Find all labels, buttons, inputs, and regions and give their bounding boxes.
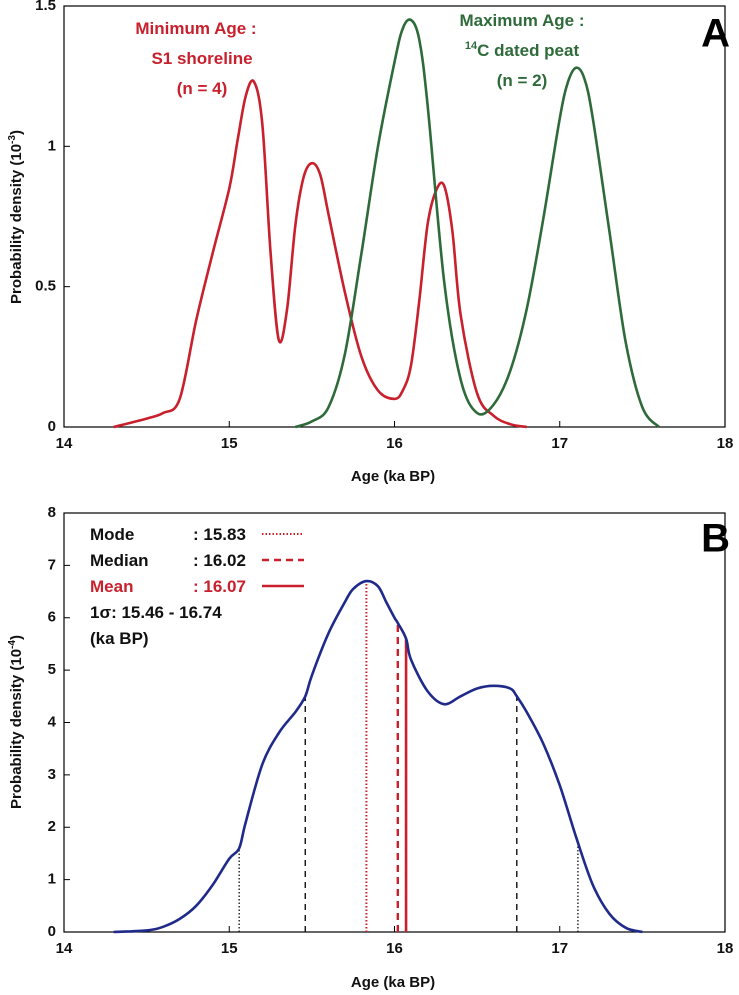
panel-a-ylabel-exponent: -3 bbox=[7, 135, 18, 144]
legend-mean-value: : 16.07 bbox=[193, 577, 246, 596]
legend-mode-label: Mode bbox=[90, 525, 134, 544]
panel-b-xtick-label: 16 bbox=[386, 940, 403, 957]
panel-a-ytick-label: 0.5 bbox=[35, 278, 56, 295]
panel-b-curves bbox=[113, 579, 643, 934]
panel-b-ylabel: Probability density (10-4) bbox=[7, 635, 25, 809]
panel-a-series-1-line bbox=[294, 18, 660, 429]
panel-b-ytick-label: 2 bbox=[48, 818, 56, 835]
panel-a-xtick-label: 18 bbox=[717, 435, 734, 452]
panel-b-ytick-label: 4 bbox=[48, 713, 57, 730]
max-age-label-line3: (n = 2) bbox=[497, 71, 548, 90]
panel-b-ytick-label: 8 bbox=[48, 504, 56, 521]
panel-b-ytick-label: 0 bbox=[48, 923, 56, 940]
panel-b-ytick-label: 5 bbox=[48, 661, 56, 678]
legend-median-label: Median bbox=[90, 551, 149, 570]
panel-a-frame bbox=[63, 5, 726, 428]
c14-superscript: 14 bbox=[465, 40, 478, 52]
panel-a-xtick-label: 14 bbox=[56, 435, 73, 452]
panel-a-xlabel: Age (ka BP) bbox=[351, 468, 435, 485]
panel-b-xtick-label: 15 bbox=[221, 940, 238, 957]
panel-b-ytick-label: 6 bbox=[48, 609, 56, 626]
panel-b-ytick-label: 7 bbox=[48, 556, 56, 573]
panel-b-ytick-label: 1 bbox=[48, 871, 56, 888]
panel-b-ylabel-exponent: -4 bbox=[7, 640, 18, 649]
panel-b-series-0-line bbox=[113, 579, 643, 934]
panel-a-ytick-label: 0 bbox=[48, 418, 56, 435]
panel-a-xtick-label: 15 bbox=[221, 435, 238, 452]
panel-b-xtick-label: 18 bbox=[717, 940, 734, 957]
panel-a-ylabel: Probability density (10-3) bbox=[7, 130, 25, 304]
panel-a-xtick-label: 16 bbox=[386, 435, 403, 452]
panel-b-ytick-label: 3 bbox=[48, 766, 56, 783]
panel-b-xtick-label: 17 bbox=[551, 940, 568, 957]
panel-a: 14 15 16 17 18 0 0.5 1 1.5 A Minimum Age : S1 sh… bbox=[7, 0, 733, 485]
legend-median-value: : 16.02 bbox=[193, 551, 246, 570]
panel-a-ytick-label: 1.5 bbox=[35, 0, 56, 14]
min-age-label-line3: (n = 4) bbox=[177, 79, 228, 98]
panel-a-ytick-label: 1 bbox=[48, 137, 56, 154]
max-age-peat: C dated peat bbox=[477, 41, 579, 60]
panel-b: 14 15 16 17 18 0 1 2 3 4 5 6 7 8 B Mode : 15.83 Media… bbox=[7, 504, 733, 991]
panel-b-markers bbox=[238, 581, 579, 932]
panel-a-series-0-line bbox=[113, 79, 527, 429]
legend-mean-label: Mean bbox=[90, 577, 133, 596]
panel-b-frame bbox=[63, 512, 726, 933]
panel-b-xtick-label: 14 bbox=[56, 940, 73, 957]
legend-unit-text: (ka BP) bbox=[90, 629, 149, 648]
max-age-label-line1: Maximum Age : bbox=[459, 11, 584, 30]
panel-a-xtick-label: 17 bbox=[551, 435, 568, 452]
panel-a-ticks: 14 15 16 17 18 0 0.5 1 1.5 bbox=[35, 0, 733, 452]
min-age-label-line1: Minimum Age : bbox=[135, 19, 256, 38]
legend-mode-value: : 15.83 bbox=[193, 525, 246, 544]
panel-b-ylabel-close: ) bbox=[8, 635, 25, 640]
panel-a-letter: A bbox=[701, 12, 730, 56]
panel-b-letter: B bbox=[701, 517, 730, 561]
legend-sigma-text: 1σ: 15.46 - 16.74 bbox=[90, 603, 222, 622]
min-age-label-line2: S1 shoreline bbox=[151, 49, 252, 68]
panel-b-legend: Mode : 15.83 Median : 16.02 Mean : 16.07… bbox=[90, 525, 304, 648]
panel-b-ticks: 14 15 16 17 18 0 1 2 3 4 5 6 7 8 bbox=[48, 504, 734, 957]
panel-a-ylabel-text: Probability density (10 bbox=[8, 144, 25, 304]
panel-a-curves bbox=[113, 18, 660, 429]
max-age-label-line2: 14C dated peat bbox=[465, 40, 580, 60]
panel-b-ylabel-text: Probability density (10 bbox=[8, 649, 25, 809]
panel-a-ylabel-close: ) bbox=[8, 130, 25, 135]
panel-b-xlabel: Age (ka BP) bbox=[351, 974, 435, 991]
max-age-title: Maximum Age : bbox=[459, 11, 584, 30]
